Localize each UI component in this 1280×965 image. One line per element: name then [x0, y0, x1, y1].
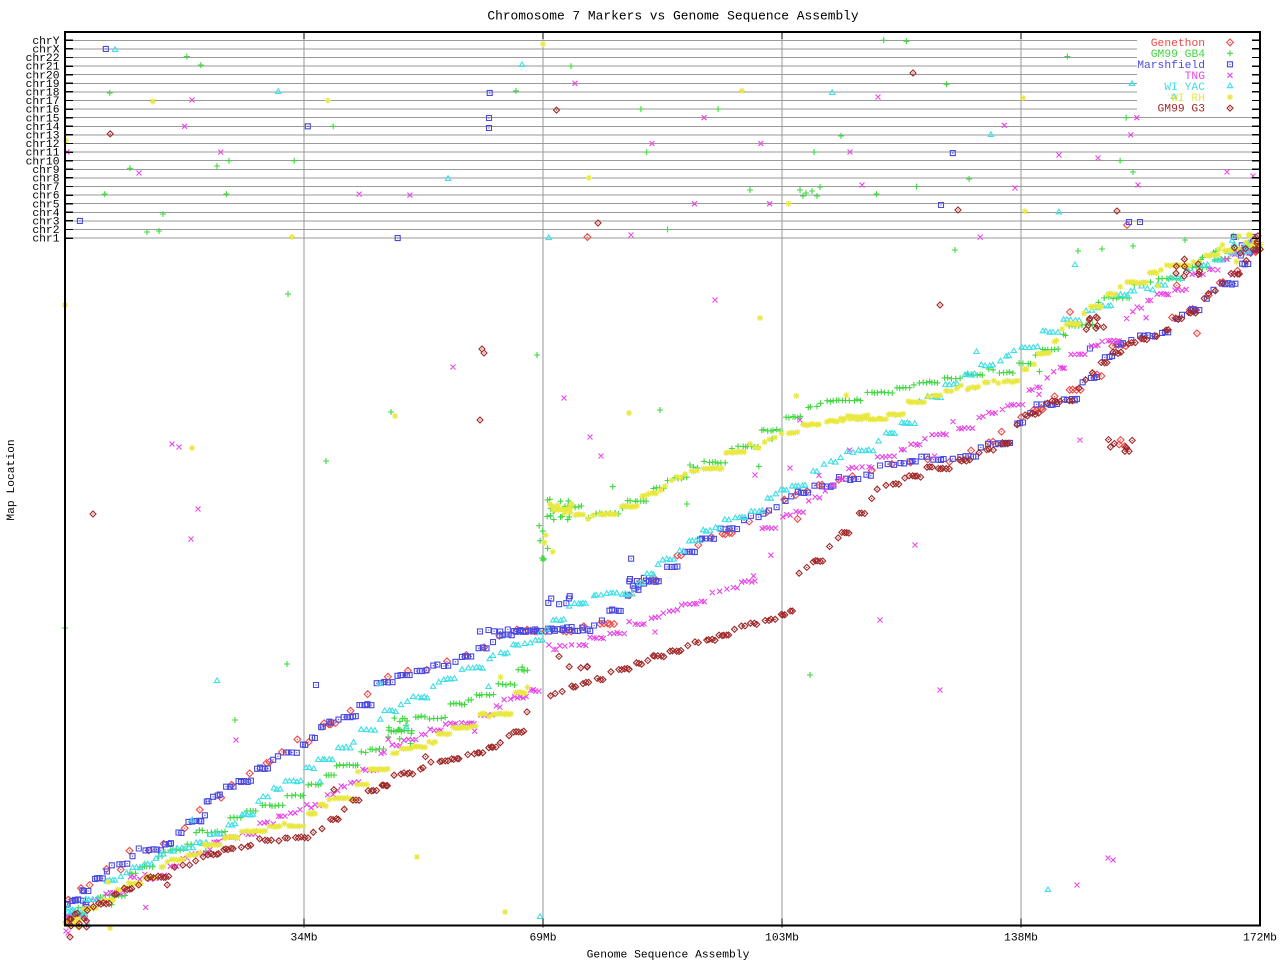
svg-text:Genome Sequence Assembly: Genome Sequence Assembly — [587, 950, 750, 961]
svg-text:chr22: chr22 — [26, 53, 60, 65]
svg-text:chr3: chr3 — [32, 217, 59, 229]
svg-text:138Mb: 138Mb — [1004, 933, 1038, 945]
svg-text:WI RH: WI RH — [1171, 93, 1205, 105]
svg-text:chr16: chr16 — [26, 105, 60, 117]
svg-text:Map Location: Map Location — [6, 439, 18, 520]
svg-text:chr10: chr10 — [26, 156, 60, 168]
svg-text:chr6: chr6 — [32, 191, 59, 203]
svg-text:34Mb: 34Mb — [290, 933, 317, 945]
svg-text:GM99 G3: GM99 G3 — [1158, 104, 1206, 116]
svg-text:chr4: chr4 — [32, 208, 59, 220]
svg-text:chr12: chr12 — [26, 139, 60, 151]
svg-text:103Mb: 103Mb — [765, 933, 799, 945]
svg-text:Marshfield: Marshfield — [1137, 60, 1205, 72]
svg-text:chrY: chrY — [32, 36, 59, 48]
svg-text:Chromosome 7 Markers vs Genome: Chromosome 7 Markers vs Genome Sequence … — [487, 9, 859, 24]
svg-text:TNG: TNG — [1185, 71, 1206, 83]
svg-text:172Mb: 172Mb — [1243, 933, 1277, 945]
svg-text:chr5: chr5 — [32, 199, 59, 211]
svg-text:chr2: chr2 — [32, 225, 59, 237]
svg-text:chr17: chr17 — [26, 96, 60, 108]
svg-text:GM99 GB4: GM99 GB4 — [1151, 49, 1205, 61]
svg-text:Genethon: Genethon — [1151, 38, 1205, 50]
svg-text:chr20: chr20 — [26, 70, 60, 82]
svg-text:chr19: chr19 — [26, 79, 60, 91]
svg-text:chr7: chr7 — [32, 182, 59, 194]
svg-text:chrX: chrX — [32, 45, 59, 57]
svg-text:chr9: chr9 — [32, 165, 59, 177]
svg-text:chr1: chr1 — [32, 234, 59, 246]
svg-text:chr13: chr13 — [26, 131, 60, 143]
svg-text:chr15: chr15 — [26, 113, 60, 125]
svg-text:69Mb: 69Mb — [529, 933, 556, 945]
svg-text:chr21: chr21 — [26, 62, 60, 74]
svg-text:chr8: chr8 — [32, 174, 59, 186]
svg-text:chr18: chr18 — [26, 88, 60, 100]
svg-text:chr14: chr14 — [26, 122, 60, 134]
svg-text:WI YAC: WI YAC — [1164, 82, 1205, 94]
svg-text:chr11: chr11 — [26, 148, 60, 160]
